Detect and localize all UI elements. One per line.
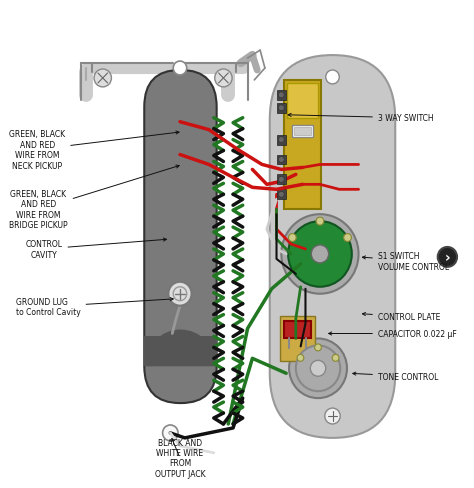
- Circle shape: [173, 62, 187, 76]
- Wedge shape: [145, 330, 216, 366]
- Bar: [276, 190, 286, 200]
- Circle shape: [288, 222, 352, 287]
- Circle shape: [332, 355, 339, 362]
- Text: GREEN, BLACK
AND RED
WIRE FROM
BRIDGE PICKUP: GREEN, BLACK AND RED WIRE FROM BRIDGE PI…: [9, 166, 179, 230]
- Circle shape: [278, 177, 284, 183]
- Circle shape: [278, 192, 284, 198]
- Text: CONTROL
CAVITY: CONTROL CAVITY: [26, 239, 166, 259]
- FancyBboxPatch shape: [144, 71, 217, 403]
- Circle shape: [316, 218, 324, 225]
- Bar: [287, 84, 318, 119]
- Circle shape: [310, 361, 326, 376]
- Circle shape: [311, 245, 328, 264]
- Circle shape: [325, 408, 340, 424]
- Text: 3 WAY SWITCH: 3 WAY SWITCH: [288, 114, 434, 123]
- Circle shape: [315, 344, 321, 351]
- Bar: [281, 316, 315, 362]
- Bar: [276, 175, 286, 185]
- Circle shape: [282, 215, 358, 294]
- Circle shape: [168, 282, 191, 306]
- Text: GREEN, BLACK
AND RED
WIRE FROM
NECK PICKUP: GREEN, BLACK AND RED WIRE FROM NECK PICK…: [9, 130, 179, 170]
- Text: CONTROL PLATE: CONTROL PLATE: [363, 312, 440, 322]
- Text: S1 SWITCH
VOLUME CONTROL: S1 SWITCH VOLUME CONTROL: [363, 252, 449, 271]
- Circle shape: [278, 93, 284, 99]
- Circle shape: [297, 355, 304, 362]
- Bar: [276, 91, 286, 101]
- Circle shape: [278, 105, 284, 112]
- Circle shape: [278, 137, 284, 143]
- Text: ›: ›: [445, 250, 450, 264]
- Bar: [284, 321, 311, 339]
- Text: GROUND LUG
to Control Cavity: GROUND LUG to Control Cavity: [16, 297, 173, 317]
- Circle shape: [438, 247, 457, 267]
- Circle shape: [296, 346, 340, 391]
- Circle shape: [289, 339, 347, 398]
- Text: TONE CONTROL: TONE CONTROL: [353, 372, 438, 381]
- Text: CAPACITOR 0.022 μF: CAPACITOR 0.022 μF: [328, 329, 456, 338]
- FancyBboxPatch shape: [270, 56, 395, 438]
- Bar: [284, 81, 321, 210]
- Bar: [276, 103, 286, 114]
- Text: BLACK AND
WHITE WIRE
FROM
OUTPUT JACK: BLACK AND WHITE WIRE FROM OUTPUT JACK: [155, 438, 205, 478]
- Circle shape: [344, 234, 351, 242]
- Circle shape: [326, 71, 339, 85]
- Circle shape: [278, 157, 284, 163]
- Bar: [144, 337, 217, 366]
- Bar: [276, 135, 286, 145]
- Circle shape: [215, 70, 232, 88]
- Bar: [292, 125, 313, 137]
- Bar: [294, 127, 311, 135]
- Circle shape: [163, 425, 178, 441]
- Circle shape: [173, 287, 187, 301]
- Bar: [276, 155, 286, 165]
- Circle shape: [94, 70, 111, 88]
- Circle shape: [289, 234, 296, 242]
